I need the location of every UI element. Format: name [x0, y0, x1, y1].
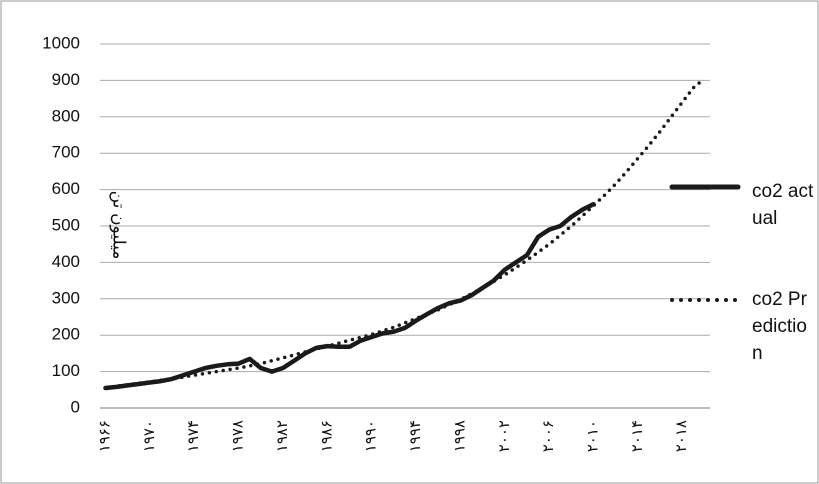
line — [103, 201, 596, 391]
y-tick-label: 900 — [52, 70, 80, 89]
x-tick-label: ۱۹۹۰ — [363, 420, 380, 452]
x-tick-label: ۲۰۱۸ — [673, 420, 690, 452]
y-tick-label: 300 — [52, 288, 80, 307]
x-tick-label: ۱۹۹۸ — [451, 420, 468, 452]
y-tick-label: 600 — [52, 179, 80, 198]
y-tick-label: 700 — [52, 143, 80, 162]
y-tick-label: 200 — [52, 325, 80, 344]
x-tick-label: ۱۹۷۸ — [230, 420, 247, 452]
line — [103, 76, 707, 390]
y-tick-label: 800 — [52, 106, 80, 125]
y-tick-label: 1000 — [42, 33, 80, 52]
x-tick-label: ۲۰۱۴ — [629, 420, 646, 452]
x-tick-label: ۱۹۸۶ — [318, 420, 335, 452]
x-tick-label: ۲۰۰۲ — [496, 420, 513, 452]
x-tick-label: ۱۹۷۰ — [141, 420, 158, 452]
y-tick-label: 100 — [52, 361, 80, 380]
x-tick-label: ۱۹۷۴ — [185, 420, 202, 452]
x-tick-label: ۱۹۸۲ — [274, 420, 291, 452]
x-tick-label: ۱۹۹۴ — [407, 420, 424, 452]
legend-label: co2 actual — [752, 181, 814, 229]
y-axis-label: میلیون تن — [109, 191, 129, 260]
y-tick-label: 400 — [52, 252, 80, 271]
x-tick-label: ۱۹۶۶ — [97, 420, 114, 452]
y-tick-label: 500 — [52, 215, 80, 234]
y-tick-label: 0 — [71, 397, 80, 416]
legend-label: co2 Prediction — [752, 289, 807, 364]
x-tick-label: ۲۰۱۰ — [585, 420, 602, 452]
x-tick-label: ۲۰۰۶ — [540, 420, 557, 452]
